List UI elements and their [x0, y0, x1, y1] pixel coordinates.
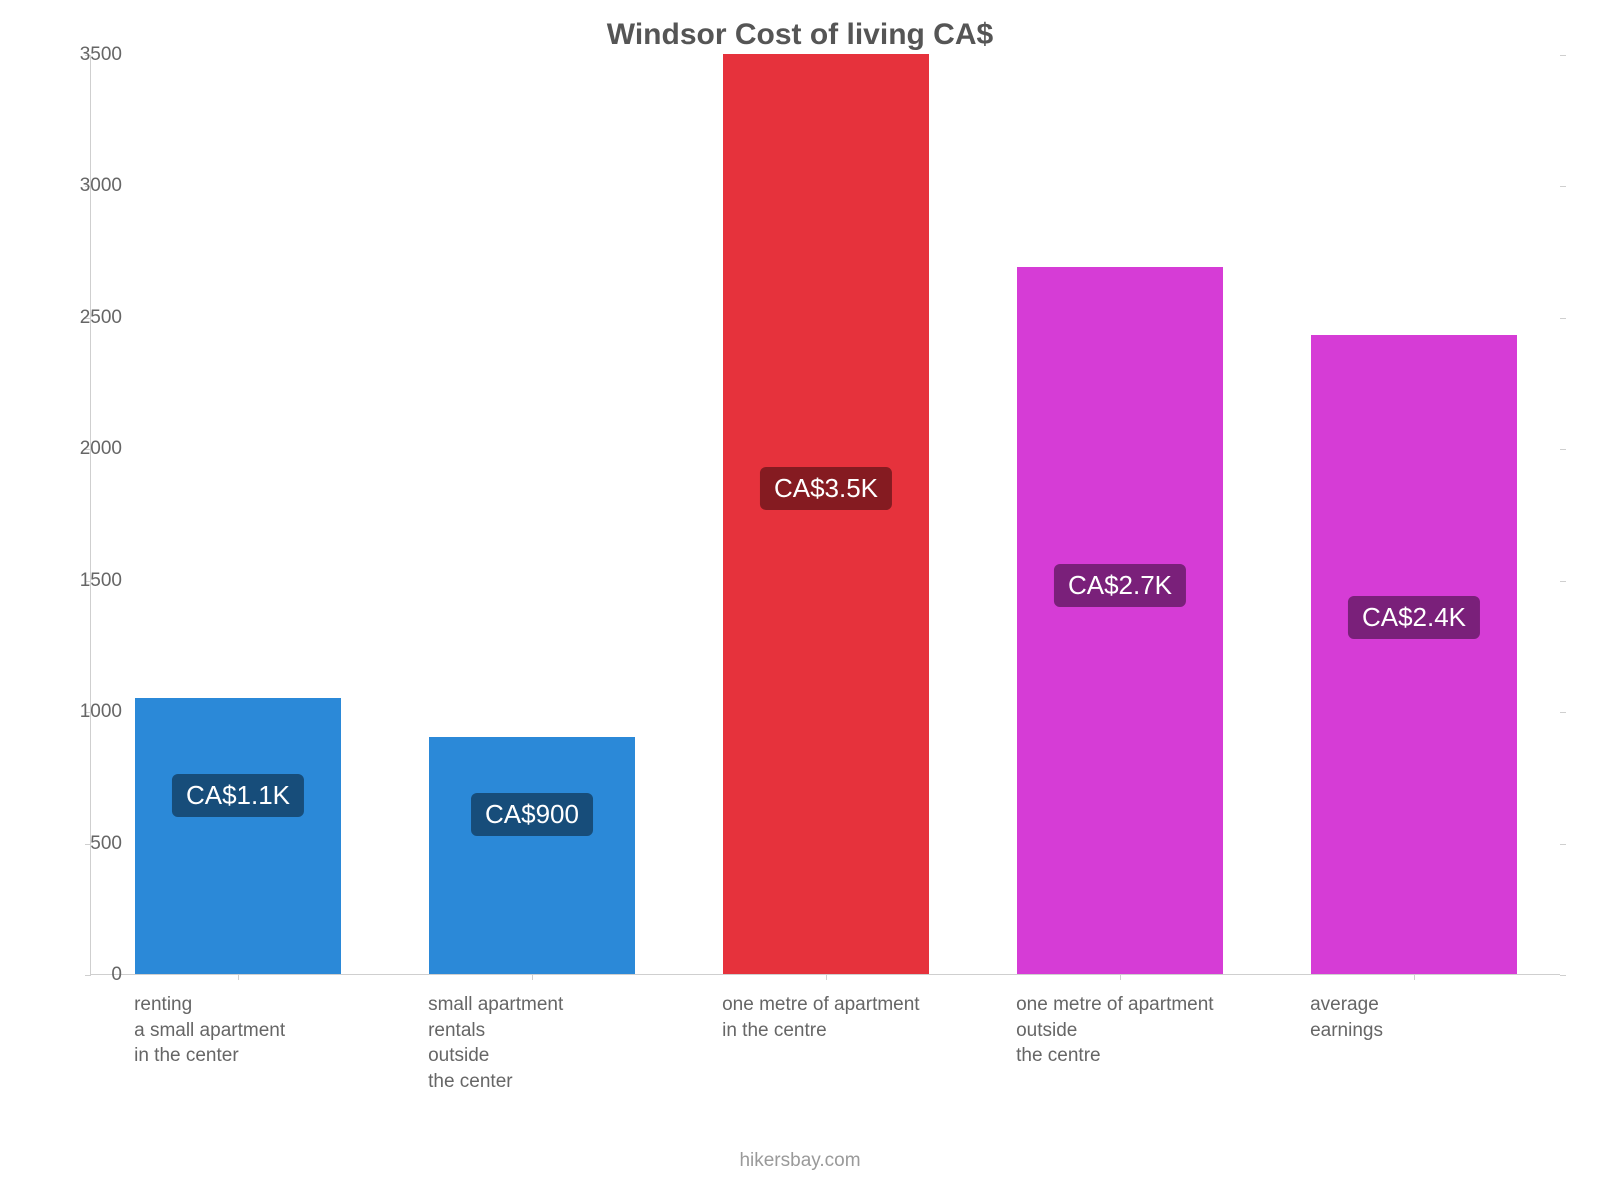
bar-value-label: CA$2.4K	[1348, 596, 1480, 639]
x-category-label: renting a small apartment in the center	[134, 992, 285, 1069]
bar-value-label: CA$2.7K	[1054, 564, 1186, 607]
y-tick-mark	[1560, 449, 1566, 450]
y-tick-label: 0	[42, 964, 122, 986]
y-tick-mark	[1560, 844, 1566, 845]
x-tick-mark	[1414, 974, 1415, 980]
y-tick-mark	[1560, 55, 1566, 56]
x-tick-mark	[238, 974, 239, 980]
y-tick-label: 2500	[42, 307, 122, 329]
y-tick-mark	[1560, 975, 1566, 976]
x-category-label: small apartment rentals outside the cent…	[428, 992, 563, 1095]
y-tick-label: 3500	[42, 44, 122, 66]
x-tick-mark	[532, 974, 533, 980]
y-tick-label: 500	[42, 833, 122, 855]
bar-value-label: CA$900	[471, 793, 593, 836]
y-tick-label: 1000	[42, 701, 122, 723]
bar	[429, 737, 635, 974]
y-tick-mark	[1560, 318, 1566, 319]
x-category-label: one metre of apartment outside the centr…	[1016, 992, 1214, 1069]
bar	[723, 54, 929, 974]
x-tick-mark	[826, 974, 827, 980]
cost-of-living-chart: Windsor Cost of living CA$ CA$1.1K CA$900…	[0, 0, 1600, 1200]
plot-area: CA$1.1K CA$900 CA$3.5K CA$2.7K CA$2.4K	[90, 55, 1560, 975]
bar	[1017, 267, 1223, 974]
y-tick-mark	[1560, 712, 1566, 713]
chart-title: Windsor Cost of living CA$	[0, 18, 1600, 52]
x-category-label: average earnings	[1310, 992, 1383, 1043]
bar	[1311, 335, 1517, 974]
x-tick-mark	[1120, 974, 1121, 980]
y-tick-label: 2000	[42, 438, 122, 460]
bar-value-label: CA$1.1K	[172, 774, 304, 817]
x-category-label: one metre of apartment in the centre	[722, 992, 920, 1043]
attribution-text: hikersbay.com	[0, 1150, 1600, 1172]
y-tick-label: 3000	[42, 175, 122, 197]
bar	[135, 698, 341, 974]
y-tick-label: 1500	[42, 570, 122, 592]
bar-value-label: CA$3.5K	[760, 467, 892, 510]
y-tick-mark	[1560, 186, 1566, 187]
y-tick-mark	[1560, 581, 1566, 582]
